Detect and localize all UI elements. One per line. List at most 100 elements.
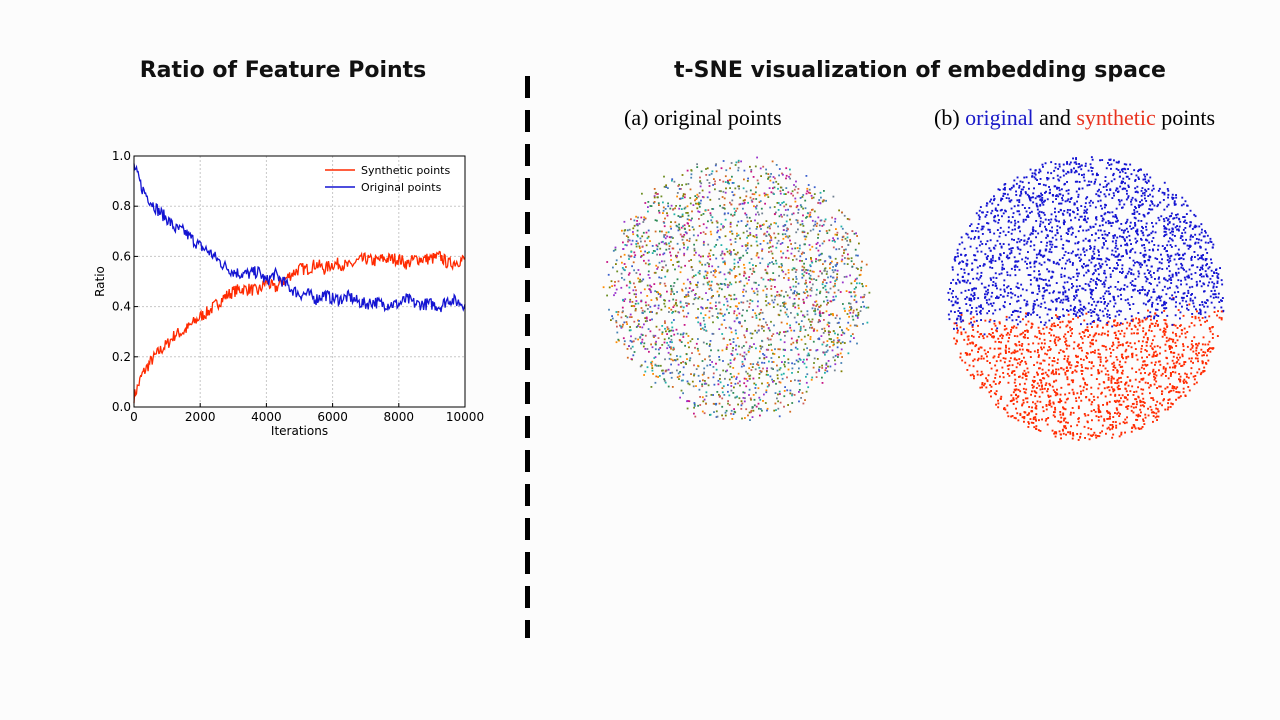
tsne-point bbox=[688, 383, 691, 386]
tsne-point bbox=[799, 330, 802, 332]
tsne-point bbox=[1161, 335, 1164, 338]
tsne-point bbox=[682, 361, 684, 363]
tsne-point bbox=[990, 278, 992, 281]
tsne-point bbox=[986, 312, 989, 315]
tsne-point bbox=[1083, 250, 1086, 253]
tsne-point bbox=[994, 220, 997, 223]
tsne-point bbox=[1019, 230, 1021, 233]
tsne-point bbox=[627, 254, 630, 257]
tsne-point bbox=[725, 297, 728, 300]
tsne-point bbox=[963, 271, 966, 274]
ratio-line-chart: 0 2000 4000 6000 8000 100000.00.20.40.60.81.0… bbox=[93, 149, 484, 438]
tsne-point bbox=[829, 275, 832, 278]
tsne-point bbox=[749, 232, 752, 234]
tsne-point bbox=[677, 260, 680, 263]
tsne-point bbox=[758, 201, 761, 203]
tsne-point bbox=[1097, 387, 1100, 390]
tsne-point bbox=[1132, 289, 1135, 291]
tsne-point bbox=[862, 296, 864, 299]
tsne-point bbox=[715, 170, 718, 173]
tsne-point bbox=[990, 395, 992, 398]
tsne-point bbox=[778, 333, 781, 336]
tsne-point bbox=[670, 347, 672, 350]
tsne-point bbox=[861, 260, 863, 263]
tsne-point bbox=[1205, 302, 1207, 304]
tsne-point bbox=[1008, 364, 1011, 367]
tsne-point bbox=[817, 216, 820, 219]
tsne-point bbox=[752, 394, 755, 396]
tsne-point bbox=[1048, 240, 1051, 243]
tsne-point bbox=[813, 186, 816, 189]
tsne-point bbox=[966, 259, 969, 262]
tsne-point bbox=[718, 301, 720, 304]
tsne-point bbox=[777, 400, 779, 403]
tsne-point bbox=[1103, 213, 1106, 216]
tsne-point bbox=[793, 363, 796, 365]
tsne-point bbox=[1054, 338, 1057, 341]
tsne-point bbox=[1067, 230, 1070, 233]
tsne-point bbox=[713, 245, 716, 248]
tsne-point bbox=[1175, 194, 1177, 196]
tsne-point bbox=[1094, 206, 1097, 209]
tsne-point bbox=[1096, 396, 1099, 399]
tsne-point bbox=[1047, 219, 1050, 221]
tsne-point bbox=[792, 194, 794, 197]
tsne-point bbox=[727, 179, 729, 182]
tsne-point bbox=[1192, 235, 1194, 238]
tsne-point bbox=[693, 373, 696, 376]
tsne-point bbox=[1079, 432, 1082, 435]
tsne-point bbox=[813, 193, 816, 195]
tsne-point bbox=[977, 237, 980, 240]
tsne-point bbox=[769, 234, 771, 237]
tsne-point bbox=[1101, 391, 1103, 394]
tsne-point bbox=[733, 358, 736, 361]
tsne-point bbox=[720, 223, 723, 226]
tsne-point bbox=[1059, 176, 1062, 179]
tsne-point bbox=[1039, 400, 1042, 403]
tsne-point bbox=[1077, 439, 1080, 441]
tsne-point bbox=[704, 382, 707, 385]
tsne-point bbox=[730, 269, 733, 272]
tsne-point bbox=[745, 353, 748, 356]
tsne-point bbox=[1170, 279, 1173, 281]
tsne-point bbox=[1093, 245, 1096, 248]
tsne-point bbox=[777, 239, 780, 242]
tsne-point bbox=[1078, 181, 1081, 183]
legend-label: Synthetic points bbox=[361, 164, 450, 177]
tsne-point bbox=[759, 345, 762, 347]
tsne-point bbox=[727, 390, 729, 393]
tsne-point bbox=[776, 397, 778, 400]
tsne-point bbox=[723, 197, 726, 200]
tsne-point bbox=[1163, 220, 1166, 223]
tsne-point bbox=[1184, 394, 1187, 397]
tsne-point bbox=[774, 278, 776, 281]
caption-original-points: (a) original points bbox=[624, 105, 782, 130]
tsne-point bbox=[779, 294, 782, 297]
tsne-point bbox=[1033, 172, 1036, 175]
tsne-point bbox=[728, 394, 731, 397]
tsne-point bbox=[1064, 182, 1066, 185]
tsne-point bbox=[783, 395, 786, 398]
tsne-point bbox=[1115, 189, 1117, 192]
tsne-point bbox=[748, 367, 751, 370]
tsne-point bbox=[731, 349, 734, 352]
tsne-point bbox=[1135, 406, 1137, 409]
tsne-point bbox=[732, 392, 735, 394]
tsne-point bbox=[781, 242, 784, 244]
tsne-point bbox=[1146, 338, 1149, 341]
tsne-point bbox=[676, 278, 679, 281]
tsne-point bbox=[783, 355, 785, 357]
tsne-point bbox=[659, 293, 661, 295]
tsne-point bbox=[674, 359, 677, 362]
tsne-point bbox=[984, 352, 987, 355]
tsne-point bbox=[701, 189, 704, 192]
tsne-point bbox=[1063, 281, 1066, 284]
tsne-point bbox=[715, 163, 717, 166]
tsne-point bbox=[1133, 211, 1136, 214]
tsne-point bbox=[1026, 215, 1028, 218]
tsne-point bbox=[1024, 260, 1027, 263]
tsne-point bbox=[850, 295, 853, 298]
tsne-point bbox=[1149, 311, 1152, 314]
tsne-point bbox=[741, 363, 744, 365]
tsne-point bbox=[984, 286, 987, 289]
